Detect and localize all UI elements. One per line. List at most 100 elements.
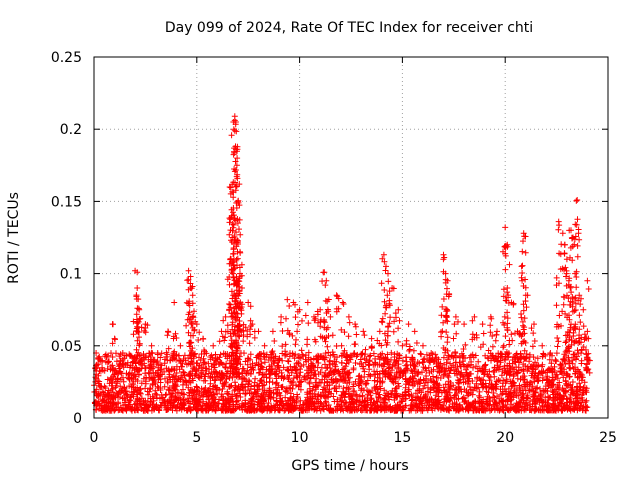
data-point [132, 400, 139, 407]
data-point [486, 377, 493, 384]
data-point [361, 373, 368, 380]
data-point [573, 197, 580, 204]
data-point [374, 403, 381, 410]
data-point [157, 371, 164, 378]
data-point [381, 361, 388, 368]
data-point [126, 383, 133, 390]
data-point [226, 231, 233, 238]
data-point [359, 392, 366, 399]
data-point [267, 407, 274, 413]
data-point [520, 238, 526, 245]
data-point [575, 350, 582, 357]
data-point [275, 364, 282, 371]
data-point [446, 291, 453, 298]
data-point [563, 273, 569, 280]
data-point [191, 364, 198, 371]
data-point [499, 383, 506, 390]
data-point [573, 274, 580, 280]
data-point [167, 357, 174, 364]
data-point [133, 346, 140, 353]
data-point [514, 375, 521, 382]
data-point [402, 376, 409, 383]
data-point [502, 250, 509, 257]
data-point [324, 364, 331, 371]
data-point [305, 349, 312, 356]
data-point [421, 355, 428, 362]
data-point [230, 330, 237, 337]
data-point [145, 402, 152, 409]
data-point [523, 304, 530, 311]
data-point [228, 407, 235, 414]
data-point [548, 360, 555, 367]
data-point [571, 241, 578, 248]
data-point [186, 339, 193, 346]
data-point [505, 385, 512, 392]
data-point [297, 366, 303, 373]
data-point [242, 391, 249, 397]
data-point [546, 394, 553, 401]
data-point [579, 405, 586, 412]
data-point [560, 388, 567, 394]
data-point [387, 369, 394, 376]
data-point [200, 391, 207, 398]
data-point [223, 376, 230, 382]
data-point [446, 407, 453, 414]
data-point [480, 341, 487, 348]
data-point [195, 337, 202, 343]
data-point [432, 392, 439, 399]
data-point [552, 356, 559, 363]
data-point [402, 396, 408, 402]
data-point [95, 400, 102, 407]
data-point [510, 380, 517, 387]
data-point [405, 321, 412, 328]
data-point [333, 308, 340, 315]
data-point [452, 313, 459, 320]
data-point [534, 384, 541, 391]
data-point [293, 398, 300, 405]
data-point [510, 405, 517, 412]
data-point [99, 367, 106, 374]
data-point [481, 362, 488, 369]
data-point [578, 399, 585, 406]
data-point [376, 356, 383, 363]
data-point [371, 377, 378, 384]
data-point [572, 392, 579, 399]
data-point [520, 390, 527, 397]
data-point [268, 403, 274, 410]
data-point [415, 369, 422, 376]
data-point [434, 401, 441, 408]
data-point [305, 320, 312, 327]
data-point [282, 348, 289, 355]
data-point [374, 378, 381, 385]
data-point [322, 370, 329, 376]
data-point [230, 356, 237, 363]
data-point [306, 379, 313, 386]
data-point [134, 269, 141, 276]
data-point [244, 355, 251, 362]
data-point [231, 212, 237, 219]
data-point [455, 368, 462, 375]
data-point [479, 380, 486, 387]
data-point [357, 356, 364, 363]
data-point [116, 406, 123, 413]
data-point [340, 385, 347, 392]
data-point [292, 314, 299, 321]
data-point [447, 360, 454, 367]
x-tick-labels: 0 5 10 15 20 25 [90, 430, 617, 446]
data-point [451, 321, 458, 328]
data-point [398, 368, 405, 375]
data-point [230, 221, 237, 228]
data-point [565, 344, 571, 351]
data-point [529, 343, 536, 350]
data-point [312, 371, 319, 378]
data-point [552, 393, 559, 400]
data-point [419, 359, 426, 366]
data-point [342, 399, 349, 406]
data-point [164, 379, 171, 386]
data-point [444, 307, 451, 314]
data-point [399, 391, 406, 398]
data-point [226, 352, 233, 359]
data-point [267, 370, 274, 377]
data-point [180, 386, 186, 393]
data-point [567, 284, 574, 291]
